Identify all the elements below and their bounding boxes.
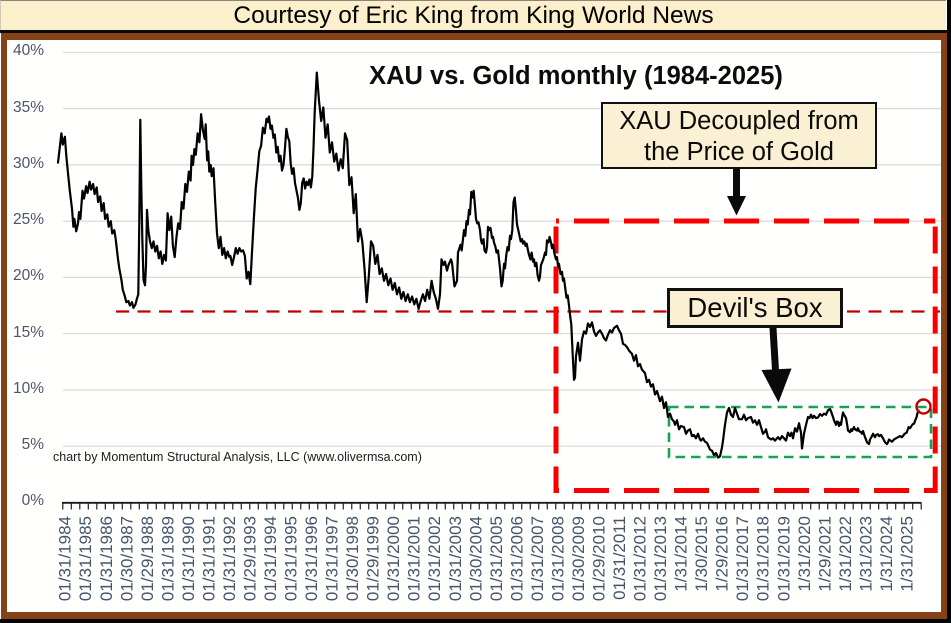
- svg-text:01/31/1991: 01/31/1991: [199, 516, 218, 601]
- svg-text:01/31/2017: 01/31/2017: [733, 516, 752, 601]
- svg-text:01/31/2012: 01/31/2012: [631, 516, 650, 601]
- svg-text:1/30/2015: 1/30/2015: [692, 516, 711, 592]
- svg-text:1/31/2024: 1/31/2024: [877, 516, 896, 592]
- svg-text:01/31/2008: 01/31/2008: [548, 516, 567, 601]
- svg-text:1/31/2023: 1/31/2023: [856, 516, 875, 592]
- svg-text:1/31/2020: 1/31/2020: [795, 516, 814, 592]
- svg-text:01/30/2004: 01/30/2004: [466, 516, 485, 601]
- svg-text:01/31/1989: 01/31/1989: [158, 516, 177, 601]
- svg-text:1/31/2022: 1/31/2022: [836, 516, 855, 592]
- svg-text:1/31/2014: 1/31/2014: [672, 516, 691, 592]
- svg-text:01/29/2010: 01/29/2010: [590, 516, 609, 601]
- svg-text:1/29/2016: 1/29/2016: [713, 516, 732, 592]
- svg-text:01/31/2001: 01/31/2001: [405, 516, 424, 601]
- svg-text:01/31/2019: 01/31/2019: [774, 516, 793, 601]
- svg-text:01/31/1995: 01/31/1995: [282, 516, 301, 601]
- svg-text:1/29/2021: 1/29/2021: [815, 516, 834, 592]
- svg-text:01/31/1997: 01/31/1997: [323, 516, 342, 601]
- svg-text:01/31/2002: 01/31/2002: [425, 516, 444, 601]
- svg-text:01/30/2009: 01/30/2009: [569, 516, 588, 601]
- svg-text:01/31/2013: 01/31/2013: [651, 516, 670, 601]
- svg-text:01/30/1987: 01/30/1987: [117, 516, 136, 601]
- svg-text:01/31/1984: 01/31/1984: [56, 516, 75, 601]
- svg-text:01/31/2007: 01/31/2007: [528, 516, 547, 601]
- svg-text:01/31/1996: 01/31/1996: [302, 516, 321, 601]
- svg-text:01/31/2006: 01/31/2006: [507, 516, 526, 601]
- svg-text:01/31/2003: 01/31/2003: [446, 516, 465, 601]
- svg-text:01/31/1986: 01/31/1986: [97, 516, 116, 601]
- svg-text:01/31/1994: 01/31/1994: [261, 516, 280, 601]
- svg-text:01/31/2000: 01/31/2000: [384, 516, 403, 601]
- svg-text:01/31/2018: 01/31/2018: [754, 516, 773, 601]
- svg-text:01/31/2005: 01/31/2005: [487, 516, 506, 601]
- svg-text:1/31/2025: 1/31/2025: [897, 516, 916, 592]
- svg-text:01/30/1998: 01/30/1998: [343, 516, 362, 601]
- svg-text:01/29/1993: 01/29/1993: [241, 516, 260, 601]
- svg-text:01/31/1992: 01/31/1992: [220, 516, 239, 601]
- svg-text:01/29/1988: 01/29/1988: [138, 516, 157, 601]
- svg-text:01/31/2011: 01/31/2011: [610, 516, 629, 600]
- svg-text:01/31/1990: 01/31/1990: [179, 516, 198, 601]
- svg-text:01/29/1999: 01/29/1999: [364, 516, 383, 601]
- svg-text:01/31/1985: 01/31/1985: [76, 516, 95, 601]
